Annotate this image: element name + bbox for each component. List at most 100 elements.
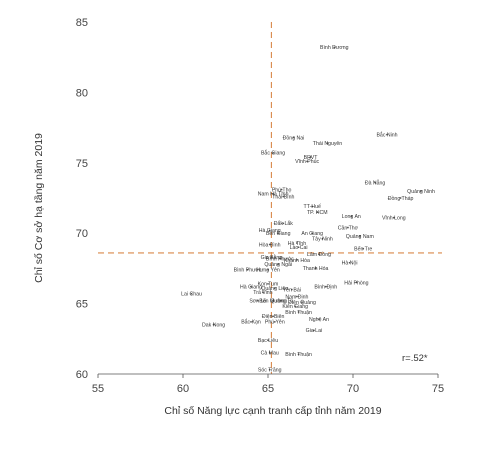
data-point: [267, 282, 269, 285]
data-point: [273, 287, 276, 290]
data-point: [297, 246, 300, 249]
data-point-label: Lào Cai: [290, 245, 308, 251]
data-point: [190, 292, 193, 295]
data-point: [311, 232, 314, 235]
data-point: [297, 311, 300, 313]
x-tick-label: 60: [177, 383, 189, 395]
data-point: [273, 321, 276, 323]
y-tick-label: 65: [76, 299, 88, 311]
data-point-label: Bạc Liêu: [258, 338, 278, 344]
data-point-label: Quảng Liên: [261, 286, 288, 292]
data-point-label: Cần Thơ: [338, 225, 359, 231]
data-point: [350, 215, 353, 218]
data-point: [321, 237, 324, 240]
y-tick-label: 70: [76, 228, 88, 240]
data-point: [277, 263, 280, 266]
data-point-label: Yên Bái: [283, 287, 301, 293]
data-point-label: Dak Nong: [202, 323, 225, 329]
data-point: [306, 160, 308, 163]
data-point-label: Đà Nẵng: [365, 179, 386, 186]
data-point-label: Trà Vinh: [253, 290, 272, 296]
data-point-label: Gia Bằng: [261, 254, 283, 261]
data-point: [318, 253, 320, 256]
data-point: [358, 235, 361, 237]
data-point: [268, 351, 271, 354]
y-tick-label: 85: [76, 17, 88, 29]
data-point-label: Hải Phòng: [344, 280, 368, 286]
data-point-label: Quảng Trị: [270, 299, 293, 305]
data-point-label: Lâm Đồng: [307, 252, 331, 258]
data-point-label: Khánh Hòa: [284, 258, 310, 264]
data-point: [268, 229, 271, 232]
data-point-label: Đắk Lắk: [274, 220, 293, 227]
data-point: [272, 152, 274, 154]
data-point: [374, 181, 376, 184]
x-axis-title: Chỉ số Năng lực cạnh tranh cấp tỉnh năm …: [164, 405, 381, 417]
data-point: [309, 156, 312, 159]
data-point: [256, 299, 259, 302]
data-point: [282, 195, 285, 198]
data-point-label: Hà Tĩnh: [288, 241, 306, 247]
data-point: [294, 305, 297, 308]
data-point-label: TT-Huế: [304, 204, 321, 210]
data-point-label: Hà Nội: [342, 261, 358, 267]
data-point: [268, 243, 271, 246]
data-point-label: Thanh Hóa: [303, 266, 329, 272]
data-point: [296, 242, 298, 244]
data-point: [348, 261, 351, 264]
data-point-label: Nam Định: [285, 294, 308, 300]
data-point: [311, 205, 314, 208]
data-point: [250, 285, 252, 288]
data-point-label: Hưng Yên: [256, 268, 280, 274]
data-point: [290, 288, 293, 291]
x-tick-label: 70: [347, 383, 359, 395]
y-axis-title: Chỉ số Cơ sở hạ tầng năm 2019: [33, 133, 45, 283]
data-point-label: Điện Biên: [262, 314, 285, 320]
data-point-label: Nghệ An: [309, 317, 329, 323]
data-point-label: Bình Thuận: [285, 310, 312, 316]
data-point-label: Đồng Tháp: [388, 196, 414, 202]
data-point: [277, 232, 280, 235]
data-point: [301, 301, 303, 304]
data-point: [324, 285, 327, 288]
data-point: [297, 353, 300, 356]
y-tick-label: 60: [76, 369, 88, 381]
data-point-label: Kon Tum: [258, 282, 279, 288]
x-axis: 55 60 65 70 75: [92, 373, 444, 395]
data-point: [314, 267, 317, 270]
data-point: [362, 247, 365, 250]
data-point: [282, 222, 285, 225]
data-point-label: Bắc Kạn: [241, 319, 261, 326]
data-point-label: Bến Giang: [266, 231, 291, 237]
data-point: [420, 190, 422, 192]
data-point: [262, 291, 264, 294]
data-point: [296, 259, 298, 261]
data-point-label: Hà Giang: [259, 228, 281, 234]
data-points: Bình Dương Bắc Ninh Đồng Nai Thái Nguyên Bắc…: [181, 45, 435, 373]
data-point: [279, 257, 281, 260]
data-point-label: Quảng Ngãi: [264, 262, 292, 268]
data-point-label: Bình Phước: [266, 256, 294, 262]
data-point: [326, 142, 329, 144]
y-tick-label: 75: [76, 158, 88, 170]
data-point-label: Sóc Trăng: [258, 368, 282, 374]
data-point-label: TP. HCM: [307, 210, 328, 216]
y-axis: 60 65 70 75 80 85: [76, 17, 88, 381]
data-point-label: Vĩnh Long: [382, 216, 406, 222]
data-point: [268, 368, 271, 371]
data-point: [272, 192, 274, 195]
data-point: [355, 281, 358, 284]
data-point: [399, 197, 402, 199]
data-point: [246, 268, 249, 271]
data-point: [280, 299, 283, 302]
data-point-label: Bắc Giang: [261, 150, 285, 157]
data-point: [280, 188, 283, 191]
data-point: [212, 323, 215, 326]
data-point-label: Bến Tre: [354, 246, 372, 252]
data-point: [313, 329, 315, 332]
data-point-label: Quảng Ninh: [407, 189, 435, 195]
reference-lines: [98, 22, 442, 374]
data-point-label: Long An: [342, 214, 361, 220]
data-point: [250, 321, 252, 323]
